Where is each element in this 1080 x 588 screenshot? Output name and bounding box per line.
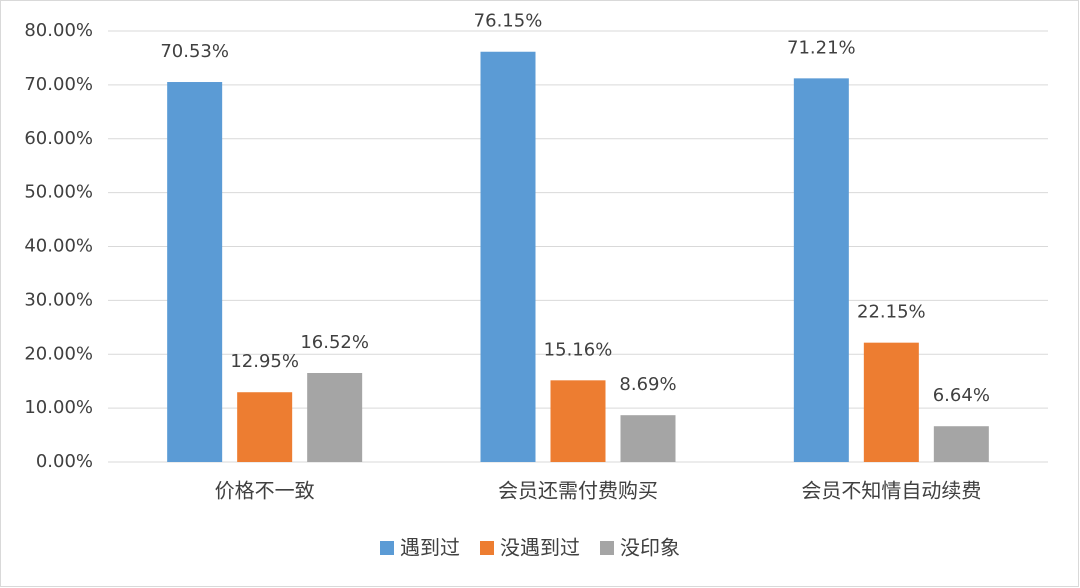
data-label: 71.21%	[787, 37, 856, 58]
legend-swatch	[480, 541, 494, 555]
bar	[167, 82, 223, 462]
y-tick-label: 0.00%	[36, 451, 93, 472]
y-tick-label: 80.00%	[24, 20, 93, 41]
y-tick-label: 40.00%	[24, 236, 93, 257]
y-tick-label: 30.00%	[24, 289, 93, 310]
legend-label: 没遇到过	[500, 536, 580, 560]
x-tick-label: 价格不一致	[215, 479, 315, 503]
bar	[620, 415, 676, 462]
x-tick-label: 会员不知情自动续费	[801, 479, 981, 503]
bar	[793, 78, 849, 462]
bar	[237, 392, 293, 462]
y-tick-label: 10.00%	[24, 397, 93, 418]
data-label: 15.16%	[544, 339, 613, 360]
bar	[550, 380, 606, 462]
legend-swatch	[600, 541, 614, 555]
data-label: 8.69%	[619, 374, 676, 395]
data-label: 12.95%	[230, 351, 299, 372]
y-tick-label: 50.00%	[24, 182, 93, 203]
bar	[933, 426, 989, 462]
legend-label: 没印象	[620, 536, 680, 560]
y-tick-label: 20.00%	[24, 343, 93, 364]
data-label: 16.52%	[300, 332, 369, 353]
x-tick-label: 会员还需付费购买	[498, 479, 658, 503]
bar	[480, 51, 536, 462]
bar	[863, 342, 919, 462]
data-label: 70.53%	[160, 41, 229, 62]
legend-swatch	[380, 541, 394, 555]
data-label: 22.15%	[857, 302, 926, 323]
data-label: 76.15%	[474, 11, 543, 32]
data-label: 6.64%	[933, 385, 990, 406]
y-tick-label: 70.00%	[24, 74, 93, 95]
bar	[307, 372, 363, 462]
legend-label: 遇到过	[400, 536, 460, 560]
y-tick-label: 60.00%	[24, 128, 93, 149]
